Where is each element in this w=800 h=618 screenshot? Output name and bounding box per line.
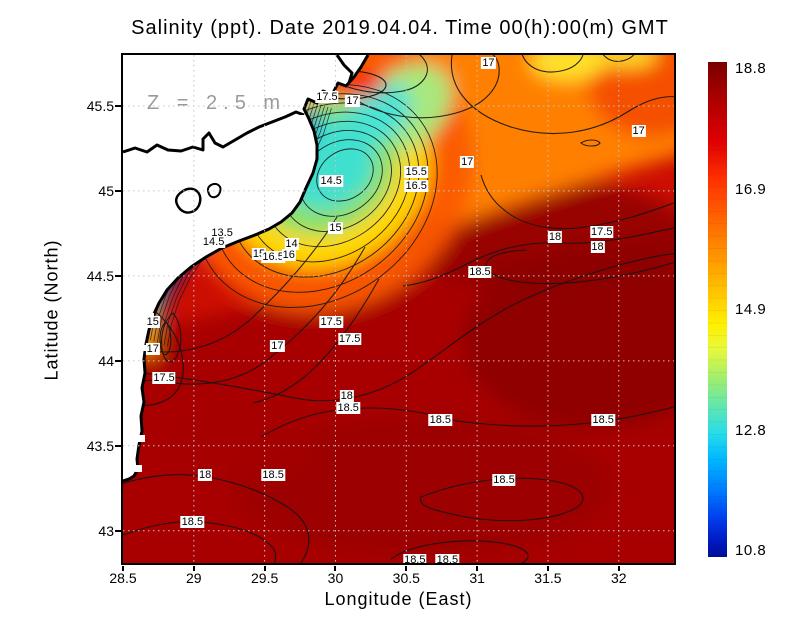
contour-label: 17 <box>631 125 646 138</box>
x-tick-mark <box>476 566 479 571</box>
contour-label: 18.5 <box>261 468 285 481</box>
contour-label: 15.5 <box>404 166 428 179</box>
x-tick-label: 29.5 <box>251 570 279 586</box>
y-tick-label: 44.5 <box>86 267 114 284</box>
y-tick-mark <box>115 359 121 362</box>
y-tick-mark <box>115 274 121 277</box>
x-tick-label: 30.5 <box>392 570 420 586</box>
y-tick-mark <box>115 189 121 192</box>
spit <box>335 55 354 84</box>
y-tick-mark <box>115 444 121 447</box>
river <box>123 110 305 154</box>
contour-label: 18 <box>590 240 605 253</box>
y-axis-title: Latitude (North) <box>41 239 62 381</box>
x-tick-mark <box>546 566 549 571</box>
contour-label: 17 <box>481 57 496 70</box>
contour-label: 18.5 <box>336 402 360 415</box>
y-tick-mark <box>115 104 121 107</box>
y-tick-mark <box>115 529 121 532</box>
contour-label: 18.5 <box>492 473 516 486</box>
colorbar-gradient <box>708 62 727 557</box>
land-mass <box>123 55 368 481</box>
contour-label: 18 <box>339 390 354 403</box>
x-tick-mark <box>122 566 124 571</box>
contour-label: 18 <box>198 468 213 481</box>
y-tick-label: 45 <box>98 182 114 199</box>
contour-label: 17 <box>145 342 160 355</box>
contour-label: 17.5 <box>152 371 176 384</box>
contour-label: 18.5 <box>591 414 615 427</box>
x-tick-label: 29 <box>186 570 202 586</box>
contour-label: 14.5 <box>201 235 226 248</box>
contour-label: 14 <box>284 237 299 250</box>
contour-label: 15 <box>145 315 160 328</box>
contour-label: 18.5 <box>180 516 205 529</box>
colorbar-tick-label: 10.8 <box>735 542 767 559</box>
plume-ring <box>299 139 383 217</box>
contour-label: 17.5 <box>590 225 614 238</box>
x-tick-label: 31 <box>469 570 485 586</box>
x-tick-label: 30 <box>327 570 344 586</box>
x-tick-mark <box>405 566 408 571</box>
contour-label: 16.5 <box>261 251 285 264</box>
x-tick-mark <box>617 566 620 571</box>
contour-label: 17 <box>460 156 475 169</box>
contour-label: 17.5 <box>315 91 339 104</box>
x-tick-label: 31.5 <box>534 570 562 586</box>
x-tick-mark <box>334 566 337 571</box>
x-tick-label: 32 <box>610 570 627 586</box>
contour-label: 17.5 <box>337 332 362 345</box>
x-tick-mark <box>192 566 195 571</box>
y-tick-label: 44 <box>98 352 114 369</box>
contour-label: 18.5 <box>428 414 452 427</box>
contour-label: 14.5 <box>319 174 343 187</box>
chart-title: Salinity (ppt). Date 2019.04.04. Time 00… <box>131 17 669 39</box>
contour-label: 18 <box>547 230 563 243</box>
contour-label: 15 <box>328 222 343 235</box>
contour-label: 18.5 <box>468 266 492 279</box>
colorbar-tick-label: 12.8 <box>735 421 767 439</box>
colorbar-tick-label: 18.8 <box>735 60 767 77</box>
depth-annotation: Z = 2.5 m <box>147 92 287 114</box>
colorbar-tick-label: 14.9 <box>735 301 767 318</box>
y-tick-label: 45.5 <box>86 97 114 114</box>
colorbar <box>708 62 727 557</box>
contour-label: 16 <box>281 249 296 262</box>
salinity-field-svg <box>123 55 674 563</box>
contour-label: 18.5 <box>435 553 460 563</box>
contour-label: 17 <box>270 339 285 352</box>
y-tick-label: 43.5 <box>86 437 114 454</box>
contour-label: 17.5 <box>319 315 343 328</box>
contour-label: 16.5 <box>404 179 428 192</box>
grid-layer <box>123 55 674 563</box>
x-tick-mark <box>263 566 266 571</box>
plume-ring <box>316 148 374 202</box>
plot-area: 17.5 17 17 17 14.5 15.5 16.5 17 13.5 14.5 14 15 16.5… <box>123 55 674 563</box>
contour-label: 18.5 <box>403 553 427 563</box>
x-tick-label: 28.5 <box>109 570 137 586</box>
y-tick-label: 43 <box>98 522 114 539</box>
lake <box>174 187 202 214</box>
x-axis-title: Longitude (East) <box>324 589 473 609</box>
colorbar-tick-label: 16.9 <box>735 180 767 198</box>
contour-label: 17 <box>345 94 360 107</box>
